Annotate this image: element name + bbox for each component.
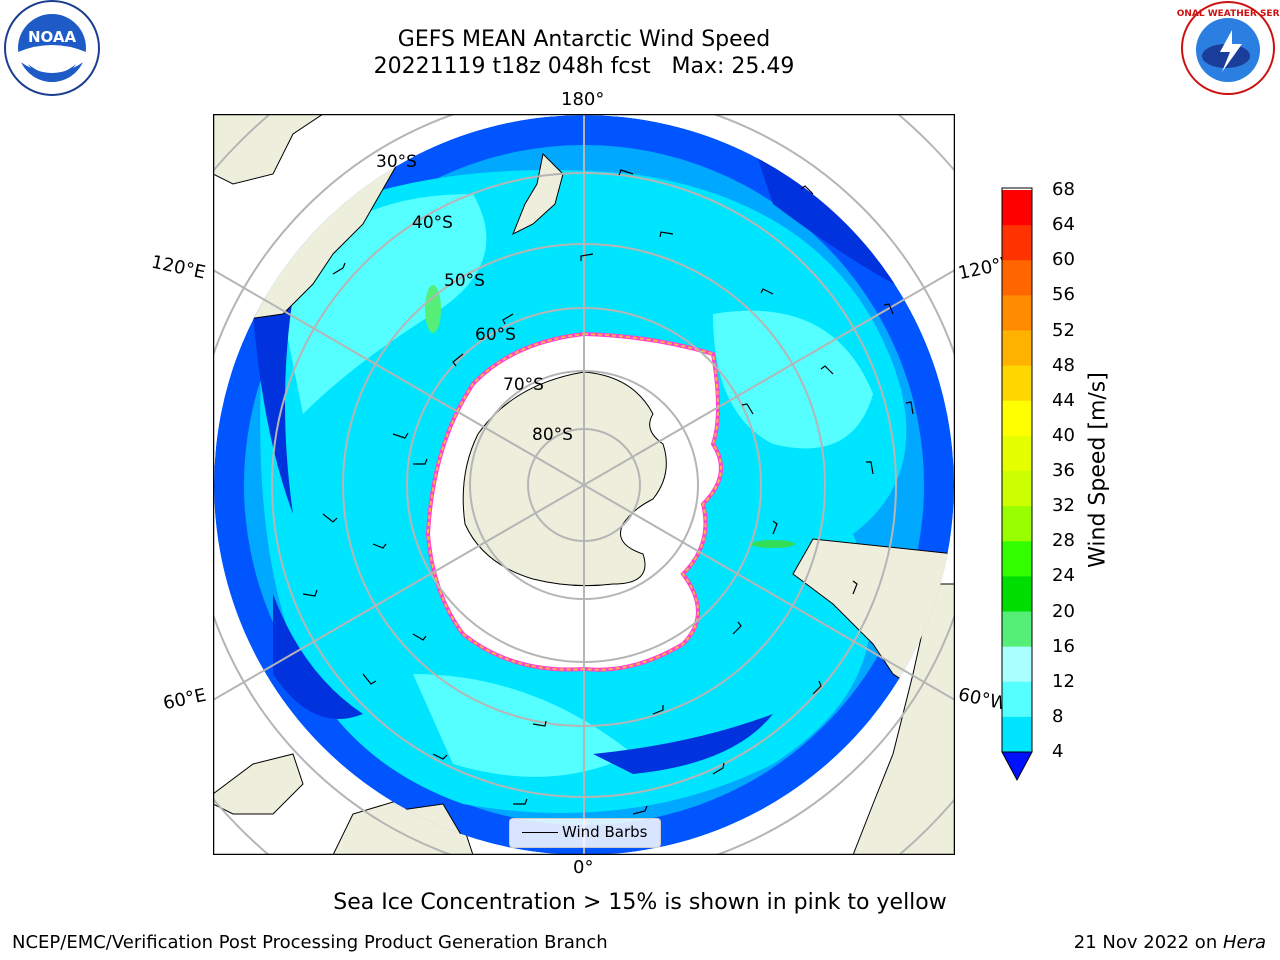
colorbar-segment [1002, 506, 1032, 542]
colorbar-segment [1002, 576, 1032, 612]
colorbar-tick-label: 60 [1052, 249, 1075, 271]
colorbar-tick-label: 64 [1052, 214, 1075, 236]
colorbar-segment [1002, 716, 1032, 753]
sea-ice-caption: Sea Ice Concentration > 15% is shown in … [333, 890, 947, 915]
land-outside [213, 114, 955, 855]
colorbar-tick-label: 52 [1052, 319, 1075, 341]
colorbar-title: Wind Speed [m/s] [1085, 372, 1111, 568]
colorbar-segment [1002, 365, 1032, 402]
credit-text: NCEP/EMC/Verification Post Processing Pr… [12, 932, 608, 953]
legend-line [522, 832, 558, 833]
colorbar-tick-label: 28 [1052, 530, 1075, 552]
lon-label-120e: 120°E [149, 251, 208, 284]
wind-barbs [302, 169, 914, 815]
antarctic-wind-map [213, 114, 955, 855]
colorbar-segment [1002, 646, 1032, 683]
colorbar-segment [1002, 541, 1032, 577]
lon-label-0: 0° [573, 857, 594, 878]
colorbar-segment [1002, 611, 1032, 648]
graticule [213, 114, 955, 855]
colorbar-segment [1002, 330, 1032, 367]
machine-name: Hera [1222, 932, 1266, 953]
colorbar-tick-label: 56 [1052, 284, 1075, 306]
colorbar-tick-label: 68 [1052, 179, 1075, 200]
noaa-logo-text: NOAA [28, 28, 77, 46]
colorbar-tick-label: 32 [1052, 495, 1075, 517]
lat-label-50s: 50°S [444, 271, 485, 291]
date-stamp: 21 Nov 2022 on Hera [1074, 932, 1266, 953]
legend-label: Wind Barbs [562, 823, 648, 841]
colorbar-tick-label: 8 [1052, 705, 1064, 727]
colorbar-segment [1002, 295, 1032, 331]
colorbar-tick-label: 20 [1052, 600, 1075, 622]
colorbar-segment [1002, 260, 1032, 296]
nws-logo-text: NATIONAL WEATHER SERVICE [1176, 9, 1280, 19]
map-title: GEFS MEAN Antarctic Wind Speed [397, 27, 771, 52]
colorbar [1001, 187, 1033, 782]
colorbar-tick-label: 12 [1052, 670, 1075, 692]
colorbar-segment [1002, 435, 1032, 472]
colorbar-tick-label: 16 [1052, 635, 1075, 657]
noaa-logo: NOAA [4, 0, 100, 96]
lon-label-180: 180° [561, 89, 605, 110]
colorbar-tick-label: 24 [1052, 565, 1075, 587]
lat-label-60s: 60°S [475, 325, 516, 345]
lat-label-40s: 40°S [412, 213, 453, 233]
colorbar-tick-label: 36 [1052, 460, 1075, 481]
colorbar-segment [1002, 190, 1032, 226]
colorbar-segment [1002, 471, 1032, 507]
date-text: 21 Nov 2022 on [1073, 932, 1223, 953]
colorbar-tick-label: 40 [1052, 424, 1075, 446]
colorbar-tick-label: 4 [1052, 741, 1064, 762]
colorbar-segment [1002, 400, 1032, 437]
map-frame [213, 114, 955, 855]
wind-barbs-legend: Wind Barbs [509, 818, 661, 848]
nws-logo: NATIONAL WEATHER SERVICE [1176, 1, 1280, 95]
lat-label-80s: 80°S [532, 425, 573, 445]
colorbar-segment [1002, 225, 1032, 261]
lon-label-60e: 60°E [161, 684, 208, 715]
colorbar-extend-arrow [1001, 751, 1033, 782]
colorbar-tick-label: 48 [1052, 354, 1075, 376]
lat-label-70s: 70°S [503, 375, 544, 395]
colorbar-segment [1002, 681, 1032, 718]
colorbar-tick-label: 44 [1052, 389, 1075, 411]
map-subtitle: 20221119 t18z 048h fcst Max: 25.49 [373, 54, 795, 79]
lat-label-30s: 30°S [376, 152, 417, 172]
